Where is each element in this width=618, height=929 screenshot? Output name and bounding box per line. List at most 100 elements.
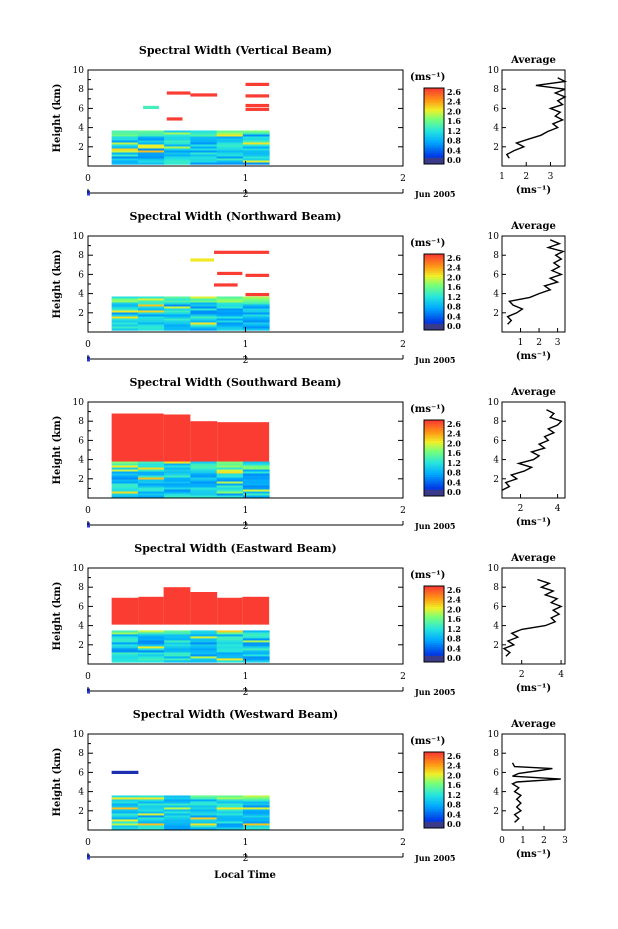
colorbar-cell bbox=[424, 124, 444, 127]
low-layer-cell bbox=[111, 652, 139, 655]
panel-4: Spectral Width (Eastward Beam) 2 4 6 8 10 0 1 2 H… bbox=[52, 542, 566, 698]
low-layer-cell bbox=[137, 465, 165, 468]
low-layer-cell bbox=[242, 803, 270, 806]
y-tick-label: 4 bbox=[78, 456, 84, 466]
average-y-tick-label: 6 bbox=[493, 436, 499, 446]
echo-row bbox=[214, 283, 238, 287]
low-layer-cell bbox=[164, 797, 191, 800]
low-layer-cell bbox=[190, 138, 218, 141]
low-layer-cell bbox=[190, 825, 218, 828]
low-layer-cell bbox=[216, 491, 244, 494]
colorbar-cell bbox=[424, 637, 444, 640]
colorbar-cell bbox=[424, 753, 444, 757]
low-layer-cell bbox=[216, 795, 244, 798]
average-profile: Average 2 4 6 8 10 0 1 2 3 (ms⁻¹) bbox=[488, 719, 569, 860]
average-frame bbox=[501, 235, 566, 333]
low-layer-cell bbox=[111, 650, 139, 653]
low-layer-cell bbox=[216, 148, 244, 151]
average-y-tick-label: 8 bbox=[493, 583, 499, 593]
low-layer-cell bbox=[242, 479, 270, 482]
colorbar-cell bbox=[424, 799, 444, 802]
panel-title: Spectral Width (Westward Beam) bbox=[133, 708, 338, 721]
y-tick-label: 6 bbox=[78, 602, 84, 612]
date-label: Jun 2005 bbox=[414, 853, 455, 863]
low-layer-cell bbox=[111, 471, 139, 474]
average-y-tick-label: 2 bbox=[493, 807, 499, 817]
x-tick-label: 1 bbox=[243, 672, 249, 682]
colorbar-frame bbox=[423, 751, 445, 829]
low-layer-cell bbox=[111, 152, 139, 155]
low-layer-cell bbox=[137, 158, 165, 161]
low-layer-cell bbox=[216, 660, 244, 663]
low-layer-cell bbox=[216, 296, 244, 299]
low-layer-cell bbox=[137, 318, 165, 321]
colorbar-tick-label: 0.0 bbox=[447, 653, 461, 663]
low-layer-cell bbox=[137, 148, 165, 151]
low-layer-cell bbox=[242, 160, 270, 163]
colorbar-cell bbox=[424, 322, 444, 325]
average-frame bbox=[501, 567, 566, 665]
low-layer-cell bbox=[111, 320, 139, 323]
y-tick-label: 10 bbox=[73, 564, 85, 574]
low-layer-cell bbox=[164, 138, 191, 141]
low-layer-cell bbox=[190, 471, 218, 474]
low-layer-cell bbox=[137, 817, 165, 820]
low-layer-cell bbox=[190, 485, 218, 488]
colorbar-cell bbox=[424, 788, 444, 791]
colorbar-cell bbox=[424, 641, 444, 644]
average-x-tick-label: 4 bbox=[555, 504, 561, 514]
colorbar-cell bbox=[424, 459, 444, 463]
low-layer-cell bbox=[216, 463, 244, 466]
low-layer-cell bbox=[164, 795, 191, 798]
colorbar-tick-label: 2.0 bbox=[447, 106, 461, 116]
low-layer-cell bbox=[137, 487, 165, 490]
colorbar-cell bbox=[424, 618, 444, 621]
low-layer-cell bbox=[164, 150, 191, 153]
low-layer-cell bbox=[190, 656, 218, 659]
y-tick-label: 8 bbox=[78, 749, 84, 759]
echo-block bbox=[163, 414, 191, 462]
low-layer-cell bbox=[137, 326, 165, 329]
colorbar-cell bbox=[424, 475, 444, 478]
colorbar-cell bbox=[424, 431, 444, 434]
low-layer-cell bbox=[190, 148, 218, 151]
low-layer-cell bbox=[164, 316, 191, 319]
colorbar-cell bbox=[424, 282, 444, 285]
colorbar-unit: (ms⁻¹) bbox=[410, 570, 445, 581]
low-layer-cell bbox=[190, 477, 218, 480]
low-layer-cell bbox=[137, 134, 165, 137]
colorbar-cell bbox=[424, 269, 444, 272]
low-layer-cell bbox=[190, 799, 218, 802]
low-layer-cell bbox=[111, 483, 139, 486]
low-layer-cell bbox=[111, 314, 139, 317]
low-layer-cell bbox=[216, 632, 244, 635]
low-layer-cell bbox=[190, 636, 218, 639]
low-layer-cell bbox=[164, 485, 191, 488]
colorbar-cell bbox=[424, 91, 444, 95]
low-layer-cell bbox=[137, 640, 165, 643]
echo-row bbox=[166, 91, 191, 95]
low-layer-cell bbox=[111, 140, 139, 143]
low-layer-cell bbox=[190, 630, 218, 633]
low-layer-cell bbox=[242, 650, 270, 653]
colorbar-tick-label: 2.4 bbox=[447, 97, 461, 107]
average-y-tick-label: 8 bbox=[493, 417, 499, 427]
low-layer-cell bbox=[111, 326, 139, 329]
low-layer-cell bbox=[190, 324, 218, 327]
low-layer-cell bbox=[137, 316, 165, 319]
low-layer-cell bbox=[137, 320, 165, 323]
colorbar-cell bbox=[424, 316, 444, 320]
low-layer-cell bbox=[111, 644, 139, 647]
colorbar-cell bbox=[424, 433, 444, 436]
colorbar-cell bbox=[424, 790, 444, 793]
low-layer-cell bbox=[216, 827, 244, 830]
colorbar-cell bbox=[424, 139, 444, 142]
low-layer-cell bbox=[111, 646, 139, 649]
low-layer-cell bbox=[242, 805, 270, 808]
low-layer-cell bbox=[111, 481, 139, 484]
colorbar-cell bbox=[424, 312, 444, 316]
low-layer-cell bbox=[190, 326, 218, 329]
colorbar-cell bbox=[424, 776, 444, 780]
low-layer-cell bbox=[242, 148, 270, 151]
